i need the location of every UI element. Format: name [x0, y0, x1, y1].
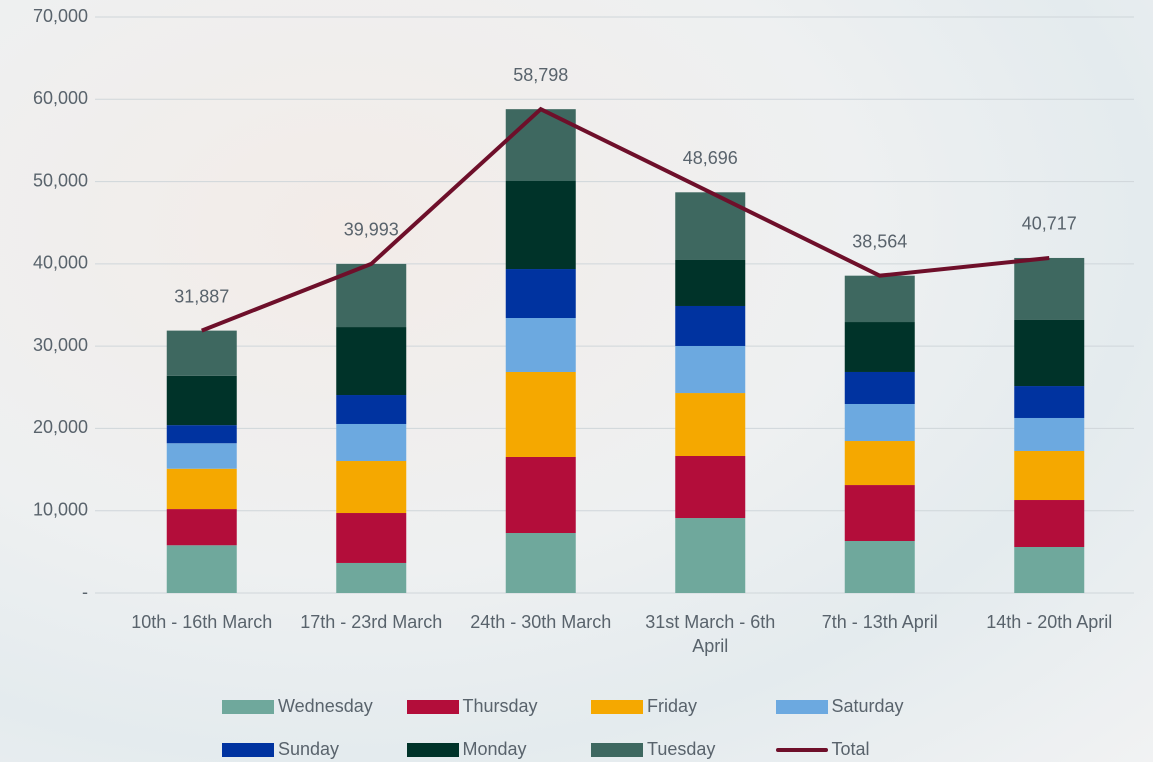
legend-swatch	[407, 700, 459, 714]
bar-segment	[845, 541, 915, 593]
legend-swatch	[222, 700, 274, 714]
bar-segment	[675, 260, 745, 306]
bar-segment	[845, 276, 915, 322]
bar-segment	[506, 269, 576, 318]
legend-swatch	[776, 700, 828, 714]
total-line	[202, 109, 1050, 330]
bar-segment	[675, 518, 745, 593]
bar-segment	[336, 327, 406, 395]
data-label: 38,564	[852, 231, 907, 251]
legend-item: Saturday	[776, 696, 904, 717]
y-tick-label: -	[82, 582, 88, 602]
data-label: 58,798	[513, 65, 568, 85]
data-label: 39,993	[344, 220, 399, 240]
legend-label: Monday	[463, 739, 527, 760]
legend-swatch	[776, 748, 828, 752]
bar-segment	[675, 346, 745, 393]
bar-segment	[506, 372, 576, 457]
bar-segment	[506, 181, 576, 269]
bar-segment	[167, 443, 237, 469]
bar-segment	[675, 306, 745, 346]
legend-swatch	[407, 743, 459, 757]
bar-segment	[167, 331, 237, 376]
legend-label: Wednesday	[278, 696, 373, 717]
x-tick-label: 17th - 23rd March	[287, 610, 455, 634]
data-label: 40,717	[1022, 214, 1077, 234]
data-label: 31,887	[174, 286, 229, 306]
legend-item: Sunday	[222, 739, 339, 760]
bar-segment	[506, 457, 576, 533]
bar-segment	[167, 376, 237, 425]
y-tick-label: 40,000	[33, 253, 88, 273]
legend-item: Wednesday	[222, 696, 373, 717]
y-tick-label: 30,000	[33, 335, 88, 355]
bar-segment	[336, 513, 406, 563]
x-tick-label: 10th - 16th March	[118, 610, 286, 634]
y-tick-label: 70,000	[33, 6, 88, 26]
legend-item: Friday	[591, 696, 697, 717]
legend-label: Sunday	[278, 739, 339, 760]
y-tick-label: 50,000	[33, 170, 88, 190]
bar-segment	[845, 404, 915, 441]
legend-label: Tuesday	[647, 739, 715, 760]
x-tick-label: 7th - 13th April	[796, 610, 964, 634]
plot: - 10,000 20,000 30,000 40,000 50,000 60,000 70,…	[0, 0, 1153, 762]
legend-label: Total	[832, 739, 870, 760]
bar-segment	[845, 372, 915, 404]
bar-segment	[1014, 386, 1084, 418]
bar-segment	[167, 425, 237, 443]
chart: - 10,000 20,000 30,000 40,000 50,000 60,000 70,…	[0, 0, 1153, 762]
bar-segment	[675, 456, 745, 518]
bar-segment	[1014, 320, 1084, 386]
data-label: 48,696	[683, 148, 738, 168]
bar-segment	[845, 485, 915, 541]
bar-segment	[336, 424, 406, 461]
x-tick-label: 24th - 30th March	[457, 610, 625, 634]
bar-segment	[336, 461, 406, 513]
bar-segment	[167, 545, 237, 593]
y-tick-label: 20,000	[33, 417, 88, 437]
bar-segment	[675, 393, 745, 456]
bar-segment	[1014, 418, 1084, 451]
legend-swatch	[222, 743, 274, 757]
bar-segment	[336, 395, 406, 424]
bar-segment	[1014, 258, 1084, 320]
x-tick-label: 31st March - 6th April	[626, 610, 794, 658]
bar-segment	[845, 441, 915, 485]
legend-item: Monday	[407, 739, 527, 760]
legend-swatch	[591, 743, 643, 757]
bar-segment	[1014, 500, 1084, 547]
legend-label: Saturday	[832, 696, 904, 717]
legend-label: Thursday	[463, 696, 538, 717]
legend-item: Thursday	[407, 696, 538, 717]
legend-item: Total	[776, 739, 870, 760]
x-tick-label: 14th - 20th April	[965, 610, 1133, 634]
y-tick-label: 60,000	[33, 88, 88, 108]
bar-segment	[167, 469, 237, 509]
bar-segment	[845, 322, 915, 372]
legend-item: Tuesday	[591, 739, 715, 760]
bar-segment	[167, 509, 237, 545]
bar-segment	[506, 318, 576, 372]
bar-segment	[336, 563, 406, 593]
bar-segment	[1014, 451, 1084, 500]
legend-swatch	[591, 700, 643, 714]
y-tick-label: 10,000	[33, 499, 88, 519]
legend-label: Friday	[647, 696, 697, 717]
bar-segment	[1014, 547, 1084, 593]
bar-segment	[506, 533, 576, 593]
